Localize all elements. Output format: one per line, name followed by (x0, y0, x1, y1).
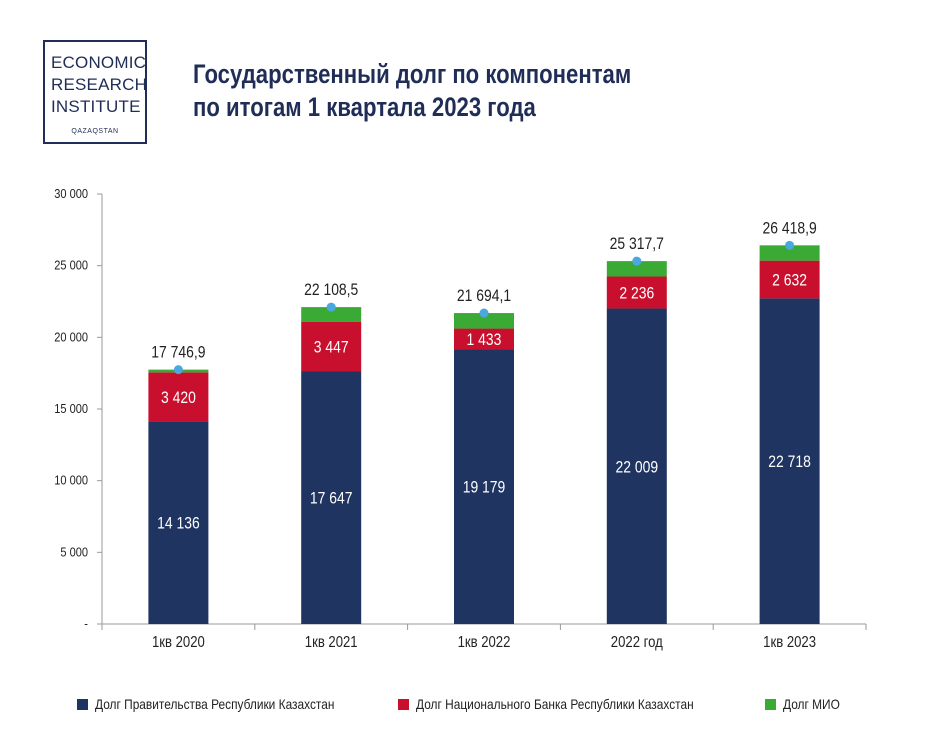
legend-item-government: Долг Правительства Республики Казахстан (77, 696, 377, 712)
legend-item-mio: Долг МИО (765, 696, 850, 712)
total-marker (632, 256, 642, 266)
total-marker (173, 365, 183, 375)
total-marker (326, 302, 336, 312)
bar-mio (454, 313, 514, 329)
total-marker (785, 240, 795, 250)
y-tick-label: 30 000 (54, 186, 88, 201)
data-label-government: 22 009 (615, 458, 658, 477)
bar-mio (759, 245, 820, 261)
x-tick-label: 1кв 2021 (305, 634, 358, 651)
total-label: 25 317,7 (610, 235, 664, 254)
legend-item-national-bank: Долг Национального Банка Республики Каза… (398, 696, 743, 712)
chart-legend: Долг Правительства Республики Казахстан … (0, 696, 926, 718)
legend-swatch-national-bank (398, 698, 409, 710)
total-label: 22 108,5 (304, 281, 358, 300)
bar-government (454, 349, 514, 624)
bar-government (148, 421, 209, 624)
legend-label-national-bank: Долг Национального Банка Республики Каза… (416, 696, 694, 712)
legend-label-mio: Долг МИО (783, 696, 840, 712)
data-label-government: 19 179 (463, 478, 506, 497)
logo: ECONOMIC RESEARCH INSTITUTE QAZAQSTAN (43, 40, 147, 144)
logo-line-2: RESEARCH (51, 75, 148, 94)
bar-mio (301, 307, 362, 322)
data-label-national-bank: 1 433 (467, 331, 502, 350)
y-tick-label: 5 000 (60, 544, 88, 559)
legend-label-government: Долг Правительства Республики Казахстан (95, 696, 335, 712)
bar-government (759, 298, 820, 624)
data-label-national-bank: 2 632 (772, 271, 807, 290)
stacked-bar-chart: - 5 000 10 000 15 000 20 000 25 000 30 000 14 1… (54, 186, 867, 651)
page-title: Государственный долг по компонентам по и… (193, 58, 631, 124)
total-label: 21 694,1 (457, 287, 511, 306)
data-label-national-bank: 3 420 (161, 389, 196, 408)
total-label: 17 746,9 (151, 343, 205, 362)
bar-government (606, 308, 667, 624)
bar-national-bank (148, 372, 209, 422)
data-label-government: 17 647 (310, 489, 353, 508)
logo-subtitle: QAZAQSTAN (71, 128, 119, 135)
total-label: 26 418,9 (762, 219, 816, 238)
bar-national-bank (454, 328, 514, 350)
logo-line-3: INSTITUTE (51, 97, 141, 116)
x-tick-label: 1кв 2023 (763, 634, 816, 651)
y-tick-label: 20 000 (54, 329, 88, 344)
x-tick-label: 1кв 2022 (458, 634, 511, 651)
title-line-1: Государственный долг по компонентам (193, 59, 632, 89)
data-label-national-bank: 3 447 (314, 338, 349, 357)
y-tick-label: - (84, 616, 88, 631)
bar-mio (606, 261, 667, 277)
y-tick-label: 25 000 (54, 258, 88, 273)
bar-national-bank (606, 276, 667, 309)
x-tick-label: 1кв 2020 (152, 634, 205, 651)
y-tick-label: 15 000 (54, 401, 88, 416)
legend-swatch-government (77, 698, 88, 710)
legend-swatch-mio (765, 698, 776, 710)
data-label-national-bank: 2 236 (619, 284, 654, 303)
logo-line-1: ECONOMIC (51, 53, 147, 72)
x-tick-label: 2022 год (611, 634, 663, 651)
data-label-government: 22 718 (768, 453, 811, 472)
bar-government (301, 371, 362, 624)
bar-national-bank (759, 260, 820, 299)
data-label-government: 14 136 (157, 514, 200, 533)
title-line-2: по итогам 1 квартала 2023 года (193, 92, 536, 122)
total-marker (479, 308, 489, 318)
y-tick-label: 10 000 (54, 473, 88, 488)
bar-national-bank (301, 321, 362, 372)
